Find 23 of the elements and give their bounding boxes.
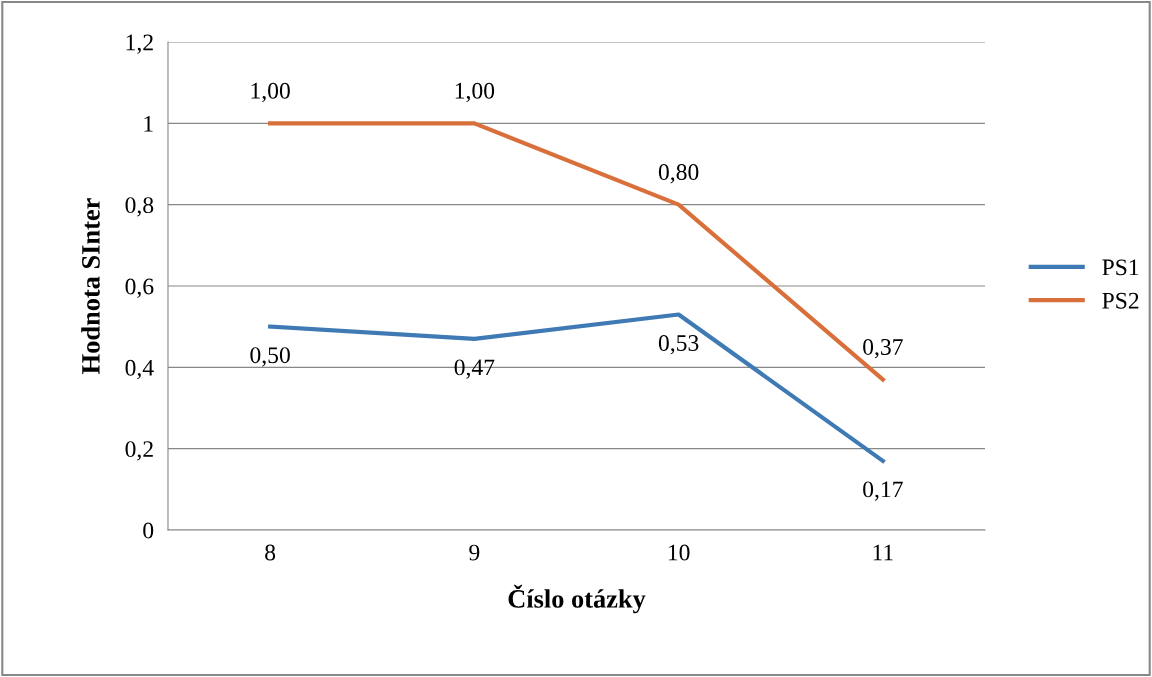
x-tick-label: 8 [265, 544, 276, 561]
data-label: 0,80 [658, 164, 699, 184]
y-tick-label: 0,4 [125, 359, 154, 380]
y-tick-label: 1,2 [126, 34, 153, 54]
x-axis-title: Číslo otázky [508, 584, 646, 614]
data-label: 0,47 [454, 359, 495, 379]
data-label: 0,17 [863, 481, 903, 501]
y-tick-label: 0,6 [125, 278, 154, 298]
y-tick-label: 1 [144, 115, 153, 132]
y-tick-label: 0 [143, 522, 154, 539]
data-label: 0,53 [658, 335, 699, 355]
data-label: 0,50 [250, 347, 290, 367]
x-tick-label: 10 [668, 544, 690, 561]
data-label: 1,00 [455, 82, 495, 103]
y-tick-label: 0,2 [125, 441, 153, 461]
data-label: 1,00 [251, 82, 290, 103]
y-axis-title: Hodnota SInter [81, 198, 100, 374]
x-tick-label: 9 [469, 544, 480, 561]
legend-label: PS1 [1102, 259, 1139, 276]
x-tick-label: 11 [873, 544, 893, 561]
y-tick-label: 0,8 [125, 197, 154, 217]
legend-label: PS2 [1102, 292, 1139, 309]
data-label: 0,37 [863, 338, 903, 359]
